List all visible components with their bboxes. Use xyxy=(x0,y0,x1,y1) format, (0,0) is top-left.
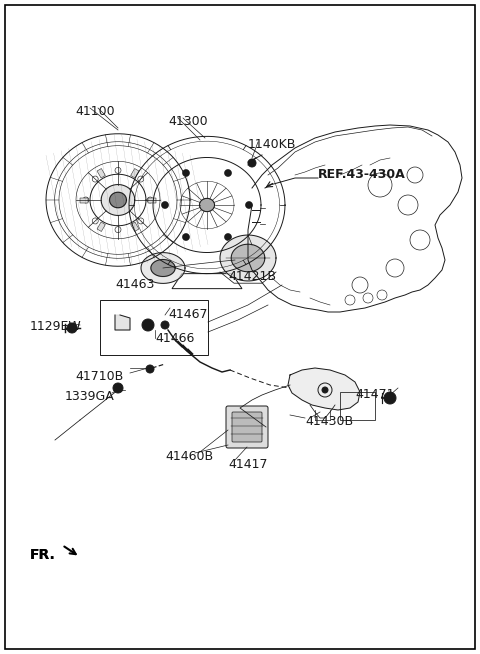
Text: 41471: 41471 xyxy=(355,388,395,401)
Text: 41460B: 41460B xyxy=(165,450,213,463)
Circle shape xyxy=(113,383,123,393)
Bar xyxy=(97,169,106,178)
FancyBboxPatch shape xyxy=(232,412,262,442)
Text: 41430B: 41430B xyxy=(305,415,353,428)
Bar xyxy=(81,198,88,203)
Circle shape xyxy=(225,169,231,177)
Polygon shape xyxy=(101,184,135,215)
Circle shape xyxy=(146,365,154,373)
Text: 41463: 41463 xyxy=(115,278,155,291)
Text: REF.43-430A: REF.43-430A xyxy=(318,168,406,181)
Circle shape xyxy=(142,319,154,331)
Bar xyxy=(100,300,208,355)
FancyBboxPatch shape xyxy=(226,406,268,448)
Text: 1140KB: 1140KB xyxy=(248,138,296,151)
Polygon shape xyxy=(220,235,276,281)
Polygon shape xyxy=(151,260,175,277)
Circle shape xyxy=(384,392,396,404)
Polygon shape xyxy=(288,368,360,410)
Text: 1339GA: 1339GA xyxy=(65,390,115,403)
Circle shape xyxy=(182,233,190,241)
Text: 41421B: 41421B xyxy=(228,270,276,283)
Polygon shape xyxy=(109,192,126,208)
Text: 41100: 41100 xyxy=(75,105,115,118)
Bar xyxy=(340,392,375,420)
Circle shape xyxy=(322,387,328,393)
Text: FR.: FR. xyxy=(30,548,56,562)
Circle shape xyxy=(248,159,256,167)
Circle shape xyxy=(161,321,169,329)
Circle shape xyxy=(161,201,168,209)
Bar xyxy=(97,222,106,232)
Polygon shape xyxy=(200,198,215,212)
Bar xyxy=(131,169,139,178)
Text: 1129EW: 1129EW xyxy=(30,320,82,333)
Polygon shape xyxy=(141,252,185,283)
Circle shape xyxy=(182,169,190,177)
Text: FR.: FR. xyxy=(30,548,56,562)
Text: 41417: 41417 xyxy=(228,458,267,471)
Circle shape xyxy=(225,233,231,241)
Text: 41466: 41466 xyxy=(155,332,194,345)
Text: 41300: 41300 xyxy=(168,115,208,128)
Circle shape xyxy=(67,323,77,333)
Text: 41467: 41467 xyxy=(168,308,207,321)
Bar xyxy=(148,198,156,203)
Circle shape xyxy=(245,201,252,209)
Polygon shape xyxy=(231,244,265,272)
Bar xyxy=(131,222,139,232)
Text: 41710B: 41710B xyxy=(75,370,123,383)
Polygon shape xyxy=(115,315,130,330)
